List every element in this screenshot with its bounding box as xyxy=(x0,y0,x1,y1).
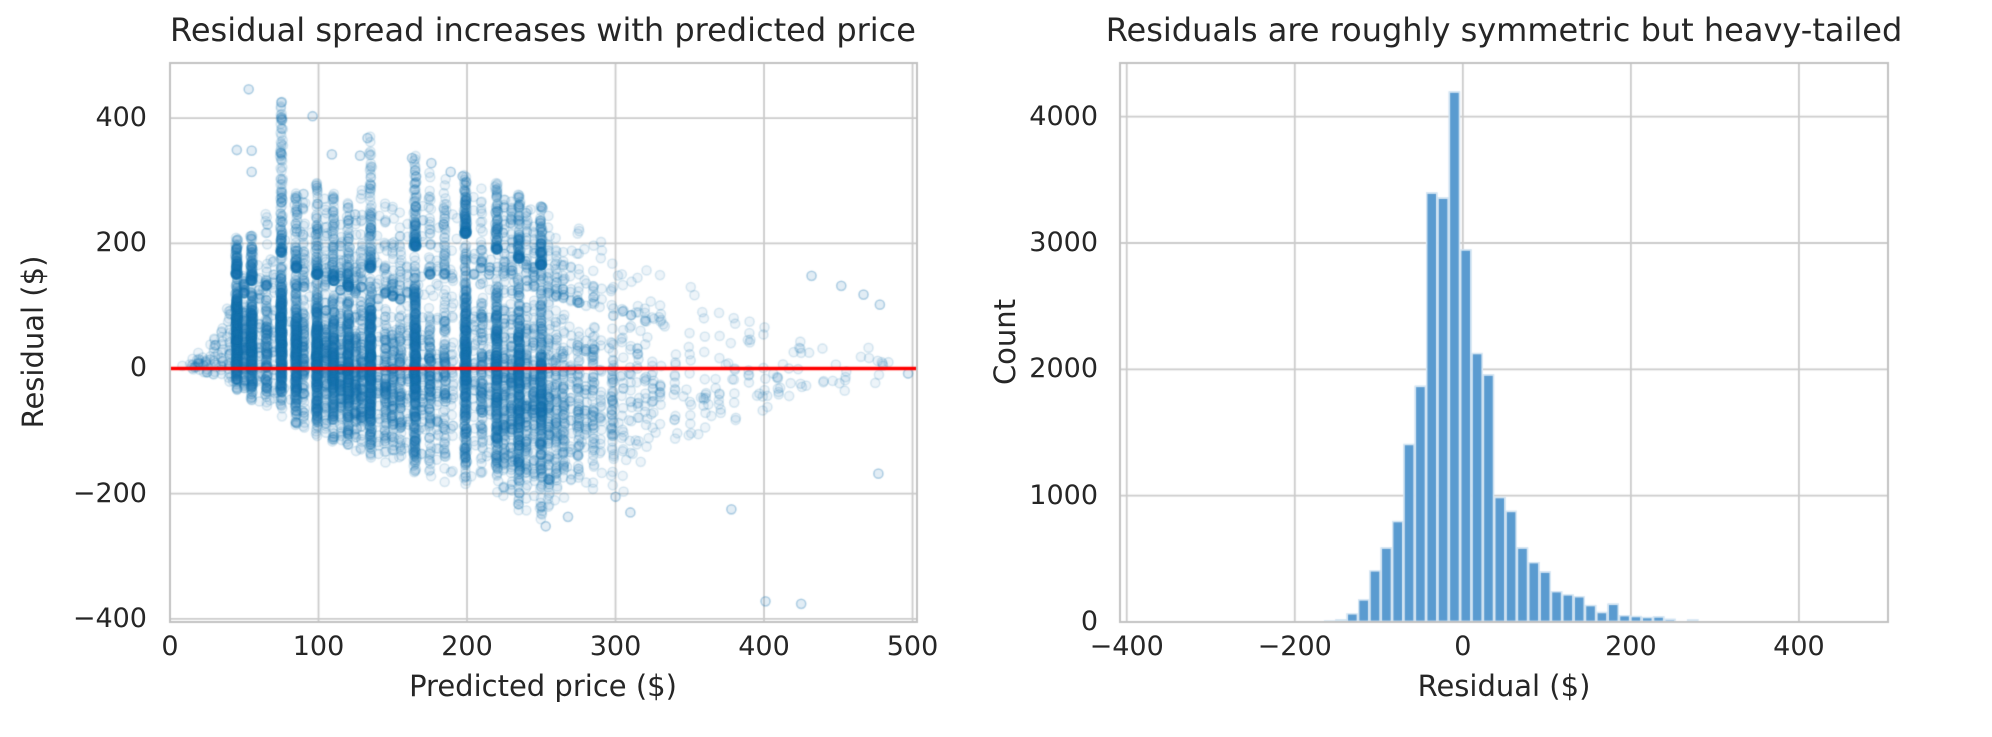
hist-y-tick-label: 0 xyxy=(1080,606,1098,637)
hist-x-tick-label: 400 xyxy=(1773,631,1825,662)
scatter-x-tick-label: 300 xyxy=(589,631,642,662)
scatter-x-tick-label: 100 xyxy=(292,631,345,662)
hist-x-tick-label: 200 xyxy=(1605,631,1657,662)
hist-x-tick-label: 0 xyxy=(1454,631,1472,662)
hist-x-tick-label: −400 xyxy=(1089,631,1164,662)
scatter-title: Residual spread increases with predicted… xyxy=(170,11,916,49)
hist-y-tick-label: 4000 xyxy=(1029,100,1098,132)
scatter-x-tick-label: 400 xyxy=(738,631,790,662)
scatter-x-tick-label: 200 xyxy=(441,631,493,662)
scatter-x-tick-label: 500 xyxy=(886,631,939,662)
scatter-y-tick-label: −200 xyxy=(72,477,147,509)
hist-title: Residuals are roughly symmetric but heav… xyxy=(1105,11,1903,49)
hist-y-tick-label: 3000 xyxy=(1029,227,1098,259)
scatter-y-tick-label: 400 xyxy=(95,102,147,134)
scatter-y-tick-label: 0 xyxy=(129,352,147,384)
hist-xaxis-label: Residual ($) xyxy=(1417,669,1591,703)
hist-x-tick-label: −200 xyxy=(1257,631,1332,662)
scatter-y-tick-label: −400 xyxy=(72,602,147,634)
scatter-xaxis-label: Predicted price ($) xyxy=(409,669,677,703)
scatter-y-tick-label: 200 xyxy=(95,227,147,259)
hist-y-tick-label: 2000 xyxy=(1029,353,1098,385)
hist-y-tick-label: 1000 xyxy=(1029,479,1098,511)
scatter-x-tick-label: 0 xyxy=(161,631,179,662)
